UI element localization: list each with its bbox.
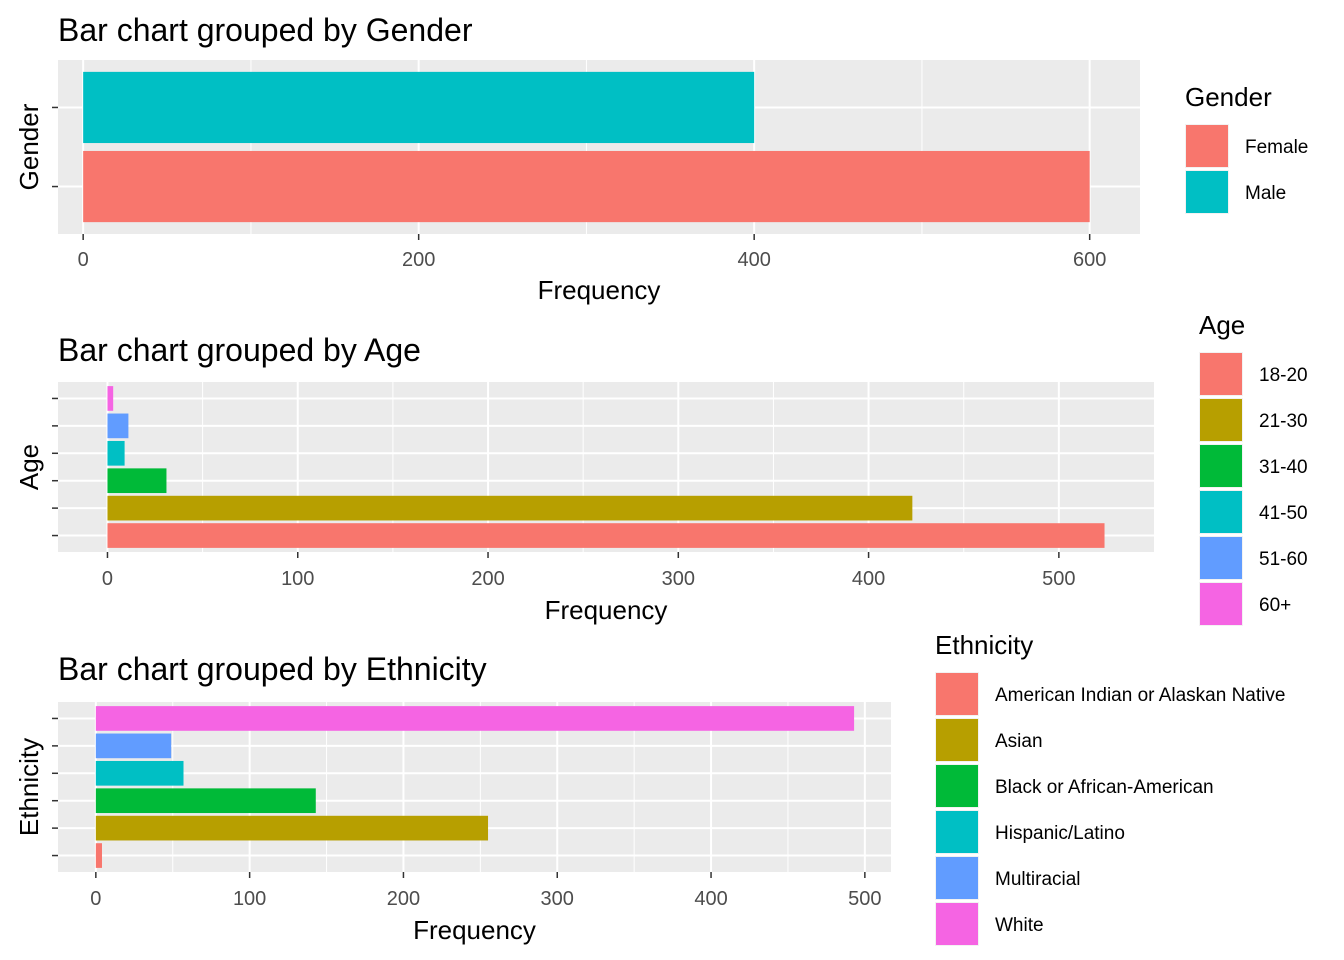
- legend-label: 31-40: [1259, 457, 1308, 478]
- legend-swatch: [1186, 171, 1228, 213]
- bar-31-40: [107, 468, 167, 494]
- legend-swatch: [1186, 125, 1228, 167]
- legend-label: 21-30: [1259, 411, 1308, 432]
- legend-swatch: [936, 765, 978, 807]
- chart-title: Bar chart grouped by Gender: [58, 12, 473, 48]
- legend-label: American Indian or Alaskan Native: [995, 685, 1285, 706]
- x-tick-label: 0: [78, 249, 89, 271]
- x-tick-label: 400: [852, 568, 885, 590]
- legend-swatch: [936, 857, 978, 899]
- x-tick-label: 200: [402, 249, 435, 271]
- x-tick-label: 500: [848, 888, 881, 910]
- bar-male: [83, 71, 755, 144]
- legend-title: Ethnicity: [935, 630, 1033, 660]
- legend-swatch: [1200, 353, 1242, 395]
- legend-swatch: [1200, 583, 1242, 625]
- y-axis-title: Age: [14, 444, 44, 490]
- bar-51-60: [107, 413, 129, 439]
- x-tick-label: 200: [387, 888, 420, 910]
- legend-label: 41-50: [1259, 503, 1308, 524]
- legend-swatch: [1200, 537, 1242, 579]
- legend-title: Gender: [1185, 82, 1272, 112]
- legend-swatch: [936, 673, 978, 715]
- x-tick-label: 500: [1042, 568, 1075, 590]
- legend-swatch: [936, 811, 978, 853]
- x-tick-label: 100: [281, 568, 314, 590]
- bar-asian: [95, 815, 489, 841]
- y-axis-title: Gender: [14, 103, 44, 190]
- bar-black-or-african-american: [95, 788, 316, 814]
- legend-label: Hispanic/Latino: [995, 823, 1125, 844]
- bar-white: [95, 706, 855, 731]
- legend-title: Age: [1199, 310, 1245, 340]
- chart-title: Bar chart grouped by Age: [58, 332, 421, 368]
- x-tick-label: 0: [102, 568, 113, 590]
- legend-label: White: [995, 915, 1044, 936]
- legend-label: 51-60: [1259, 549, 1308, 570]
- x-tick-label: 200: [471, 568, 504, 590]
- legend-swatch: [936, 719, 978, 761]
- y-axis-title: Ethnicity: [14, 738, 44, 836]
- x-tick-label: 400: [737, 249, 770, 271]
- bar-multiracial: [95, 733, 172, 759]
- legend-label: Black or African-American: [995, 777, 1214, 798]
- x-tick-label: 0: [90, 888, 101, 910]
- legend-swatch: [1200, 399, 1242, 441]
- x-tick-label: 400: [694, 888, 727, 910]
- legend-label: Female: [1245, 137, 1308, 158]
- bar-60-: [107, 386, 114, 411]
- chart-title: Bar chart grouped by Ethnicity: [58, 651, 487, 687]
- bar-american-indian-or-alaskan-native: [95, 843, 102, 868]
- legend-swatch: [936, 903, 978, 945]
- x-tick-label: 300: [662, 568, 695, 590]
- legend-label: Asian: [995, 731, 1043, 752]
- legend-label: 18-20: [1259, 365, 1308, 386]
- x-tick-label: 100: [233, 888, 266, 910]
- bar-hispanic-latino: [95, 760, 184, 786]
- legend-label: Male: [1245, 183, 1286, 204]
- bar-18-20: [107, 523, 1105, 548]
- x-tick-label: 600: [1073, 249, 1106, 271]
- x-axis-title: Frequency: [538, 275, 661, 305]
- legend-swatch: [1200, 491, 1242, 533]
- x-tick-label: 300: [541, 888, 574, 910]
- legend-swatch: [1200, 445, 1242, 487]
- bar-21-30: [107, 495, 913, 521]
- bar-41-50: [107, 440, 125, 466]
- x-axis-title: Frequency: [413, 915, 536, 945]
- bar-female: [83, 150, 1090, 223]
- x-axis-title: Frequency: [545, 595, 668, 625]
- legend-label: 60+: [1259, 595, 1291, 616]
- legend-label: Multiracial: [995, 869, 1081, 890]
